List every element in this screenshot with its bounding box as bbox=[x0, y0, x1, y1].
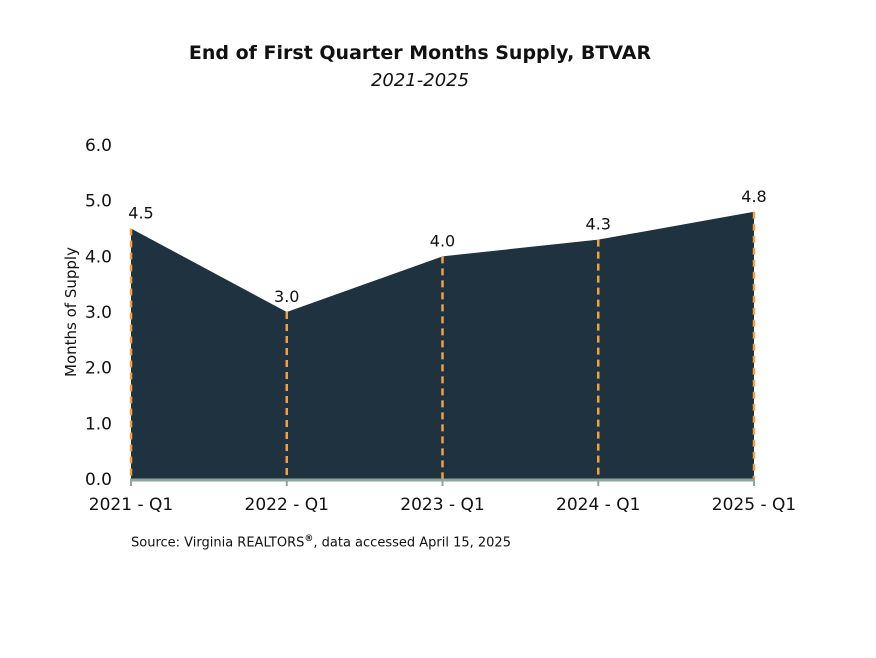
chart-title: End of First Quarter Months Supply, BTVA… bbox=[189, 42, 652, 64]
source-suffix: , data accessed April 15, 2025 bbox=[313, 535, 511, 551]
data-label: 3.0 bbox=[274, 287, 299, 306]
data-label: 4.0 bbox=[430, 231, 455, 250]
x-tick-label: 2021 - Q1 bbox=[89, 495, 173, 515]
y-tick-label: 6.0 bbox=[85, 136, 112, 156]
registered-mark: ® bbox=[304, 534, 314, 544]
source-prefix: Source: Virginia REALTORS bbox=[131, 535, 305, 551]
y-tick-label: 4.0 bbox=[85, 247, 112, 267]
data-label: 4.8 bbox=[741, 187, 766, 206]
plot-area: 0.0 1.0 2.0 3.0 4.0 5.0 6.0 2021 - Q1 2022 - Q1 2… bbox=[85, 136, 796, 515]
data-label: 4.3 bbox=[586, 215, 611, 234]
y-tick-label: 0.0 bbox=[85, 470, 112, 490]
y-tick-label: 1.0 bbox=[85, 414, 112, 434]
y-tick-label: 2.0 bbox=[85, 359, 112, 379]
x-tick-label: 2022 - Q1 bbox=[245, 495, 329, 515]
y-tick-label: 5.0 bbox=[85, 192, 112, 212]
x-tick-label: 2023 - Q1 bbox=[400, 495, 484, 515]
y-tick-label: 3.0 bbox=[85, 303, 112, 323]
source-note: Source: Virginia REALTORS®, data accesse… bbox=[131, 534, 511, 550]
data-label: 4.5 bbox=[128, 204, 153, 223]
chart-subtitle: 2021-2025 bbox=[371, 70, 469, 91]
x-tick-label: 2025 - Q1 bbox=[712, 495, 796, 515]
y-axis-title: Months of Supply bbox=[62, 247, 80, 377]
x-tick-label: 2024 - Q1 bbox=[556, 495, 640, 515]
